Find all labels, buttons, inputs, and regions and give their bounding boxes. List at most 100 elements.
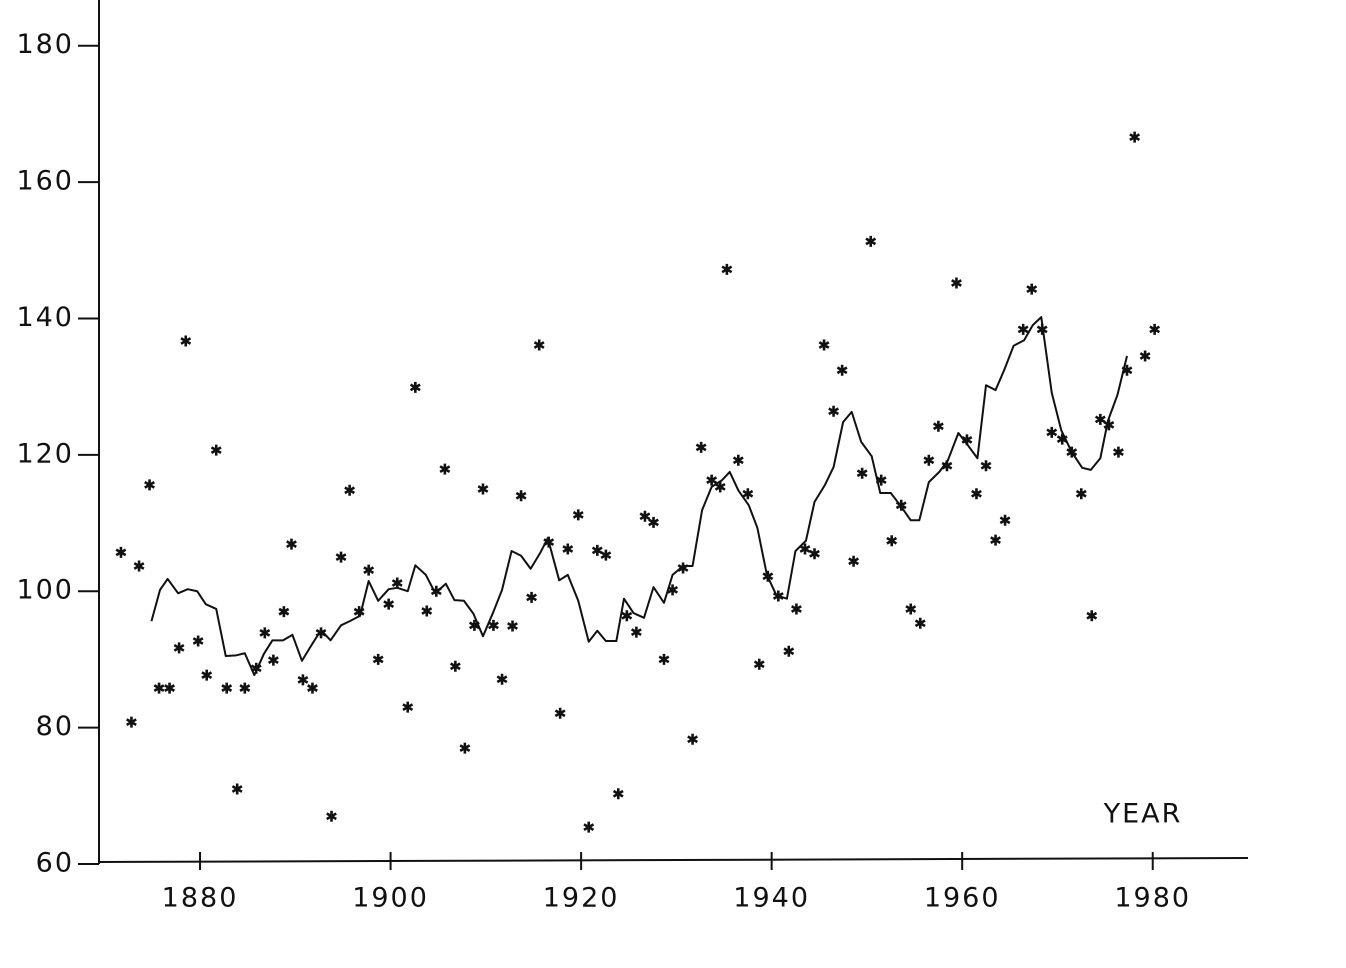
point bbox=[932, 420, 944, 432]
point bbox=[848, 555, 859, 567]
point bbox=[923, 454, 935, 466]
point bbox=[828, 405, 839, 417]
point bbox=[612, 788, 624, 800]
point bbox=[402, 701, 414, 713]
point bbox=[1094, 413, 1106, 425]
point bbox=[600, 549, 612, 561]
point bbox=[914, 617, 926, 629]
point bbox=[459, 742, 471, 754]
point bbox=[583, 821, 595, 833]
point bbox=[742, 488, 754, 500]
x-tick-label: 1980 bbox=[1114, 883, 1191, 914]
point bbox=[1103, 419, 1115, 431]
point bbox=[591, 544, 603, 556]
point bbox=[144, 479, 155, 491]
point bbox=[554, 707, 566, 719]
point bbox=[856, 467, 868, 479]
point bbox=[706, 474, 718, 486]
point bbox=[1017, 323, 1029, 335]
point bbox=[753, 658, 765, 670]
point bbox=[278, 606, 290, 618]
point bbox=[1026, 283, 1038, 295]
point bbox=[115, 546, 127, 558]
point bbox=[1075, 488, 1087, 500]
point bbox=[409, 381, 421, 393]
point bbox=[572, 509, 584, 521]
point bbox=[286, 538, 297, 550]
point bbox=[695, 441, 707, 453]
point bbox=[344, 484, 356, 496]
y-tick-label: 60 bbox=[36, 848, 74, 879]
point bbox=[951, 277, 962, 289]
point bbox=[818, 339, 830, 351]
point bbox=[886, 535, 898, 547]
point bbox=[526, 591, 537, 603]
point bbox=[192, 635, 204, 647]
point bbox=[383, 598, 395, 610]
point bbox=[791, 603, 802, 615]
point bbox=[1129, 131, 1141, 143]
x-tick-label: 1900 bbox=[352, 883, 429, 914]
point bbox=[714, 481, 726, 493]
point bbox=[477, 483, 489, 495]
point bbox=[421, 605, 433, 617]
point bbox=[562, 543, 574, 555]
point bbox=[658, 653, 670, 665]
x-tick-label: 1940 bbox=[733, 883, 810, 914]
point bbox=[515, 490, 527, 502]
point bbox=[231, 783, 243, 795]
point bbox=[865, 235, 877, 247]
point bbox=[507, 620, 518, 632]
point bbox=[1113, 446, 1124, 458]
point bbox=[449, 660, 461, 672]
point bbox=[621, 610, 633, 622]
point bbox=[999, 514, 1011, 526]
point bbox=[488, 619, 499, 631]
y-tick-label: 180 bbox=[16, 29, 74, 60]
point bbox=[126, 716, 137, 728]
trend-line bbox=[150, 316, 1128, 677]
x-tick-label: 1880 bbox=[162, 883, 239, 914]
point bbox=[990, 534, 1001, 546]
point bbox=[980, 460, 992, 472]
point bbox=[372, 653, 384, 665]
point bbox=[1086, 610, 1098, 622]
point bbox=[799, 543, 811, 555]
point bbox=[297, 674, 309, 686]
point bbox=[180, 335, 192, 347]
point bbox=[267, 654, 279, 666]
point bbox=[173, 642, 185, 654]
point bbox=[201, 669, 213, 681]
point bbox=[648, 516, 659, 528]
point bbox=[391, 577, 403, 589]
x-axis-label: YEAR bbox=[1103, 799, 1183, 830]
point bbox=[153, 682, 165, 694]
point bbox=[496, 673, 508, 685]
point bbox=[326, 810, 337, 822]
point bbox=[335, 551, 347, 563]
point bbox=[210, 444, 222, 456]
point bbox=[164, 682, 175, 694]
point bbox=[783, 645, 795, 657]
point bbox=[630, 626, 642, 638]
point bbox=[905, 603, 917, 615]
point bbox=[1046, 426, 1058, 438]
point bbox=[259, 627, 271, 639]
x-tick-label: 1960 bbox=[924, 883, 1001, 914]
point bbox=[533, 339, 545, 351]
point bbox=[307, 682, 318, 694]
point bbox=[439, 463, 451, 475]
point bbox=[971, 488, 982, 500]
point bbox=[1139, 350, 1151, 362]
point bbox=[721, 263, 733, 275]
point bbox=[836, 364, 848, 376]
point bbox=[732, 454, 744, 466]
x-tick-label: 1920 bbox=[543, 883, 620, 914]
y-tick-label: 160 bbox=[16, 166, 74, 197]
point bbox=[133, 560, 145, 572]
point bbox=[639, 510, 651, 522]
point bbox=[221, 682, 233, 694]
point bbox=[809, 548, 820, 560]
